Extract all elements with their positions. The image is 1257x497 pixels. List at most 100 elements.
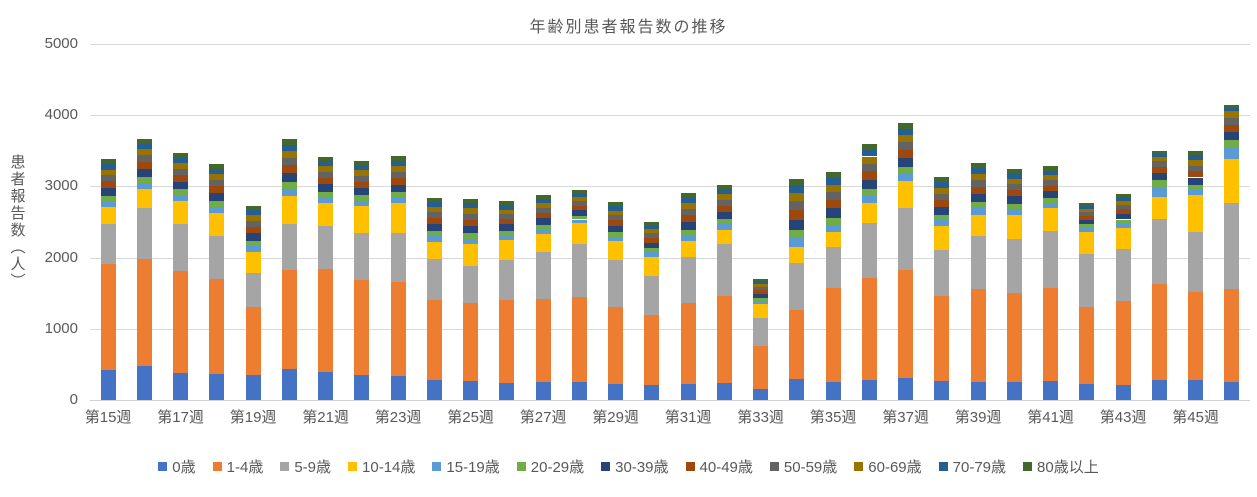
segment-50-59歳[interactable] [716,199,732,206]
segment-30-39歳[interactable] [934,206,950,215]
segment-60-69歳[interactable] [789,192,805,201]
segment-5-9歳[interactable] [463,265,479,303]
segment-80歳以上[interactable] [318,156,334,162]
segment-50-59歳[interactable] [934,193,950,200]
segment-70-79歳[interactable] [100,164,116,170]
segment-50-59歳[interactable] [1151,161,1167,168]
segment-20-29歳[interactable] [1224,140,1240,147]
segment-50-59歳[interactable] [136,155,152,162]
segment-20-29歳[interactable] [426,230,442,237]
segment-10-14歳[interactable] [934,225,950,250]
segment-70-79歳[interactable] [426,202,442,208]
segment-40-49歳[interactable] [934,199,950,207]
segment-1-4歳[interactable] [1115,301,1131,385]
bar-第46週[interactable] [1224,44,1240,400]
segment-15-19歳[interactable] [136,183,152,190]
segment-70-79歳[interactable] [245,210,261,216]
segment-80歳以上[interactable] [499,201,515,206]
segment-15-19歳[interactable] [789,238,805,247]
segment-5-9歳[interactable] [390,232,406,282]
segment-70-79歳[interactable] [1224,108,1240,112]
segment-70-79歳[interactable] [970,168,986,174]
segment-1-4歳[interactable] [390,281,406,376]
segment-70-79歳[interactable] [136,143,152,150]
segment-5-9歳[interactable] [680,256,696,303]
segment-70-79歳[interactable] [608,206,624,211]
segment-50-59歳[interactable] [463,213,479,220]
segment-15-19歳[interactable] [281,188,297,196]
segment-0歳[interactable] [426,380,442,400]
segment-60-69歳[interactable] [535,203,551,209]
segment-5-9歳[interactable] [136,208,152,260]
segment-10-14歳[interactable] [753,303,769,319]
bar-第30週[interactable] [644,44,660,400]
segment-60-69歳[interactable] [245,215,261,221]
segment-5-9歳[interactable] [716,244,732,297]
segment-50-59歳[interactable] [1188,165,1204,172]
segment-40-49歳[interactable] [535,213,551,219]
segment-1-4歳[interactable] [173,271,189,373]
segment-15-19歳[interactable] [644,252,660,257]
segment-30-39歳[interactable] [318,184,334,192]
segment-40-49歳[interactable] [970,186,986,194]
segment-10-14歳[interactable] [136,189,152,209]
segment-10-14歳[interactable] [1043,208,1059,231]
bar-第21週[interactable] [318,44,334,400]
segment-1-4歳[interactable] [1079,306,1095,385]
segment-10-14歳[interactable] [1151,196,1167,220]
segment-5-9歳[interactable] [535,251,551,299]
segment-10-14歳[interactable] [825,232,841,247]
segment-0歳[interactable] [898,377,914,400]
bar-第29週[interactable] [608,44,624,400]
segment-30-39歳[interactable] [1115,214,1131,220]
segment-15-19歳[interactable] [1079,228,1095,232]
segment-60-69歳[interactable] [1224,111,1240,118]
segment-80歳以上[interactable] [1151,150,1167,154]
segment-50-59歳[interactable] [499,214,515,220]
segment-1-4歳[interactable] [1224,288,1240,382]
segment-60-69歳[interactable] [499,209,515,215]
segment-80歳以上[interactable] [753,278,769,282]
segment-30-39歳[interactable] [898,157,914,168]
segment-0歳[interactable] [281,369,297,400]
bar-第17週[interactable] [173,44,189,400]
segment-50-59歳[interactable] [608,215,624,221]
segment-1-4歳[interactable] [970,289,986,382]
segment-30-39歳[interactable] [716,212,732,220]
segment-5-9歳[interactable] [499,259,515,301]
segment-15-19歳[interactable] [970,208,986,215]
segment-30-39歳[interactable] [644,242,660,248]
segment-5-9歳[interactable] [789,263,805,310]
segment-10-14歳[interactable] [789,246,805,264]
segment-10-14歳[interactable] [245,251,261,274]
segment-30-39歳[interactable] [680,222,696,230]
segment-20-29歳[interactable] [354,195,370,201]
segment-50-59歳[interactable] [318,171,334,178]
segment-0歳[interactable] [463,381,479,400]
segment-50-59歳[interactable] [390,171,406,178]
segment-1-4歳[interactable] [281,270,297,370]
segment-70-79歳[interactable] [173,157,189,164]
segment-60-69歳[interactable] [390,166,406,172]
segment-50-59歳[interactable] [1115,204,1131,210]
segment-70-79歳[interactable] [1115,197,1131,201]
segment-15-19歳[interactable] [1115,223,1131,229]
segment-40-49歳[interactable] [753,290,769,294]
bar-第22週[interactable] [354,44,370,400]
segment-10-14歳[interactable] [571,223,587,245]
segment-0歳[interactable] [825,381,841,400]
segment-80歳以上[interactable] [970,162,986,169]
segment-40-49歳[interactable] [209,186,225,194]
segment-20-29歳[interactable] [281,182,297,189]
segment-40-49歳[interactable] [100,181,116,189]
segment-0歳[interactable] [535,381,551,400]
segment-1-4歳[interactable] [753,345,769,389]
segment-70-79歳[interactable] [716,189,732,195]
legend-item-60-69歳[interactable]: 60-69歳 [854,456,922,477]
segment-80歳以上[interactable] [245,205,261,211]
segment-5-9歳[interactable] [1115,249,1131,302]
segment-80歳以上[interactable] [644,222,660,226]
legend-item-0歳[interactable]: 0歳 [158,456,196,477]
segment-0歳[interactable] [390,375,406,400]
segment-40-49歳[interactable] [426,218,442,225]
